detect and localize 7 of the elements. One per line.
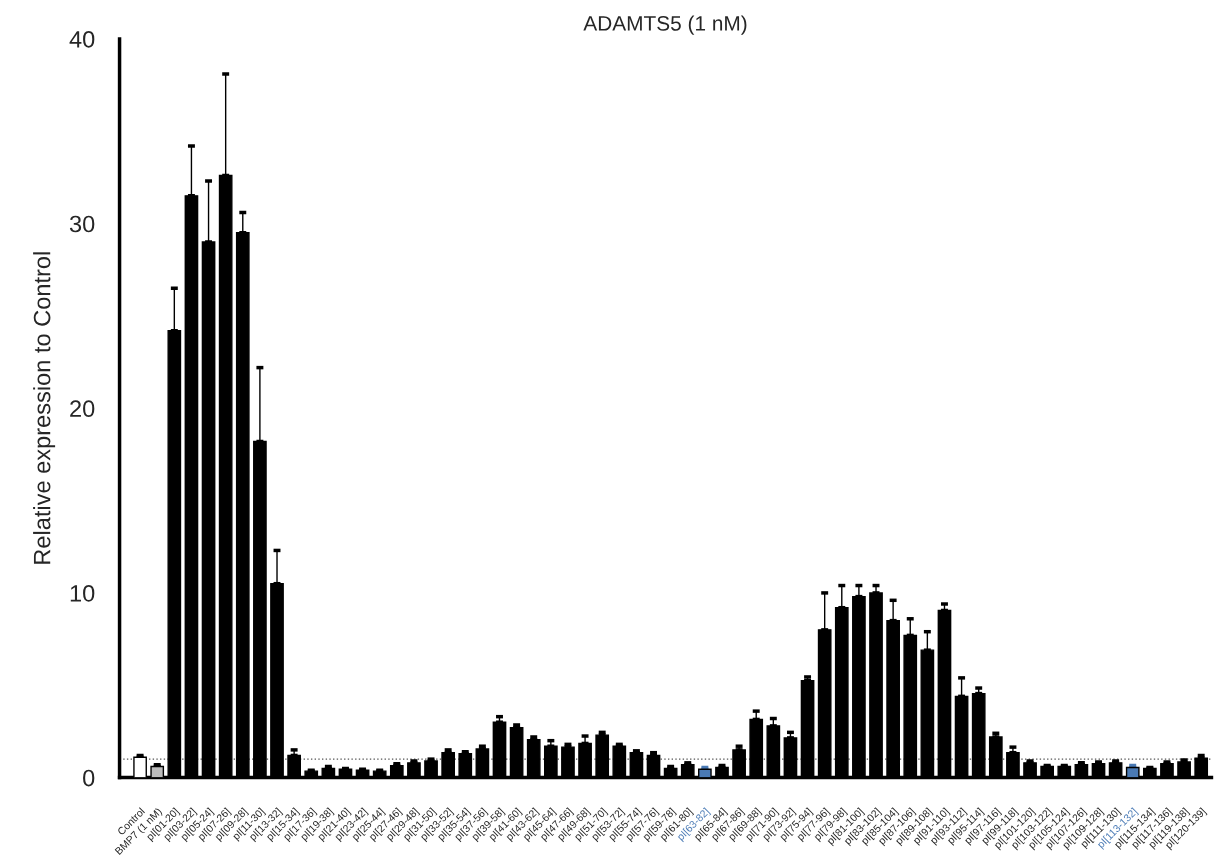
y-tick-label: 40 — [69, 30, 95, 48]
y-tick-label: 0 — [83, 769, 95, 787]
y-tick-label: 20 — [70, 400, 95, 418]
y-tick-label: 10 — [70, 584, 95, 602]
chart-title: ADAMTS5 (1 nM) — [583, 15, 747, 35]
y-tick-label: 30 — [69, 215, 95, 233]
y-axis-title: Relative expression to Control — [33, 252, 56, 564]
